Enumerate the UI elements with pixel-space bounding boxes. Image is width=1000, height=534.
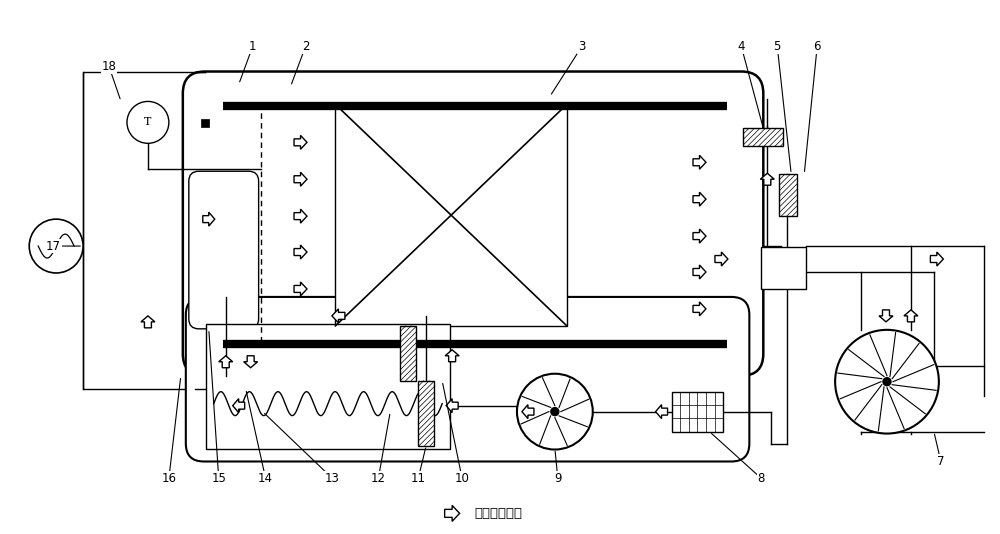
Text: 2: 2	[302, 40, 309, 53]
Polygon shape	[294, 245, 307, 259]
Bar	[743, 128, 783, 146]
Bar	[400, 326, 416, 381]
Circle shape	[883, 378, 891, 386]
Text: 18: 18	[102, 60, 116, 73]
Bar	[779, 174, 797, 216]
Polygon shape	[294, 172, 307, 186]
FancyBboxPatch shape	[189, 171, 259, 329]
Polygon shape	[904, 310, 918, 322]
Polygon shape	[693, 192, 706, 206]
Text: 4: 4	[738, 40, 745, 53]
FancyBboxPatch shape	[183, 72, 763, 376]
Polygon shape	[141, 316, 155, 328]
Circle shape	[29, 219, 83, 273]
Text: 16: 16	[161, 472, 176, 485]
Circle shape	[127, 101, 169, 143]
Text: 11: 11	[411, 472, 426, 485]
Text: 13: 13	[325, 472, 340, 485]
Polygon shape	[219, 356, 233, 368]
Text: 12: 12	[371, 472, 386, 485]
Polygon shape	[522, 405, 534, 419]
Text: 3: 3	[578, 40, 585, 53]
Polygon shape	[203, 212, 215, 226]
Bar	[206, 324, 450, 449]
Polygon shape	[294, 209, 307, 223]
Bar	[201, 120, 209, 128]
Text: 8: 8	[758, 472, 765, 485]
Bar	[761, 247, 806, 289]
Bar	[335, 105, 567, 326]
Circle shape	[835, 330, 939, 434]
Bar	[672, 391, 723, 431]
Bar	[418, 381, 434, 445]
Text: 10: 10	[455, 472, 470, 485]
Text: 9: 9	[554, 472, 562, 485]
Polygon shape	[656, 405, 668, 419]
Circle shape	[517, 374, 593, 450]
Polygon shape	[715, 252, 728, 266]
Text: 14: 14	[258, 472, 273, 485]
Text: 表示气流方向: 表示气流方向	[474, 507, 522, 520]
Text: 15: 15	[211, 472, 226, 485]
Polygon shape	[693, 229, 706, 243]
Polygon shape	[879, 310, 893, 322]
Polygon shape	[693, 155, 706, 169]
Polygon shape	[445, 350, 459, 362]
Polygon shape	[760, 173, 774, 185]
Text: 7: 7	[937, 455, 945, 468]
Text: 5: 5	[774, 40, 781, 53]
Circle shape	[551, 407, 559, 415]
Polygon shape	[233, 399, 245, 413]
FancyBboxPatch shape	[186, 297, 749, 461]
Polygon shape	[930, 252, 943, 266]
Bar	[83, 72, 195, 389]
Text: T: T	[144, 117, 152, 128]
Text: 17: 17	[46, 240, 61, 253]
Polygon shape	[294, 135, 307, 150]
Text: 6: 6	[813, 40, 821, 53]
Polygon shape	[693, 265, 706, 279]
Polygon shape	[332, 309, 345, 323]
Text: 1: 1	[249, 40, 256, 53]
Polygon shape	[244, 356, 258, 368]
Polygon shape	[693, 302, 706, 316]
Polygon shape	[446, 399, 458, 413]
Polygon shape	[445, 505, 460, 521]
Polygon shape	[294, 282, 307, 296]
